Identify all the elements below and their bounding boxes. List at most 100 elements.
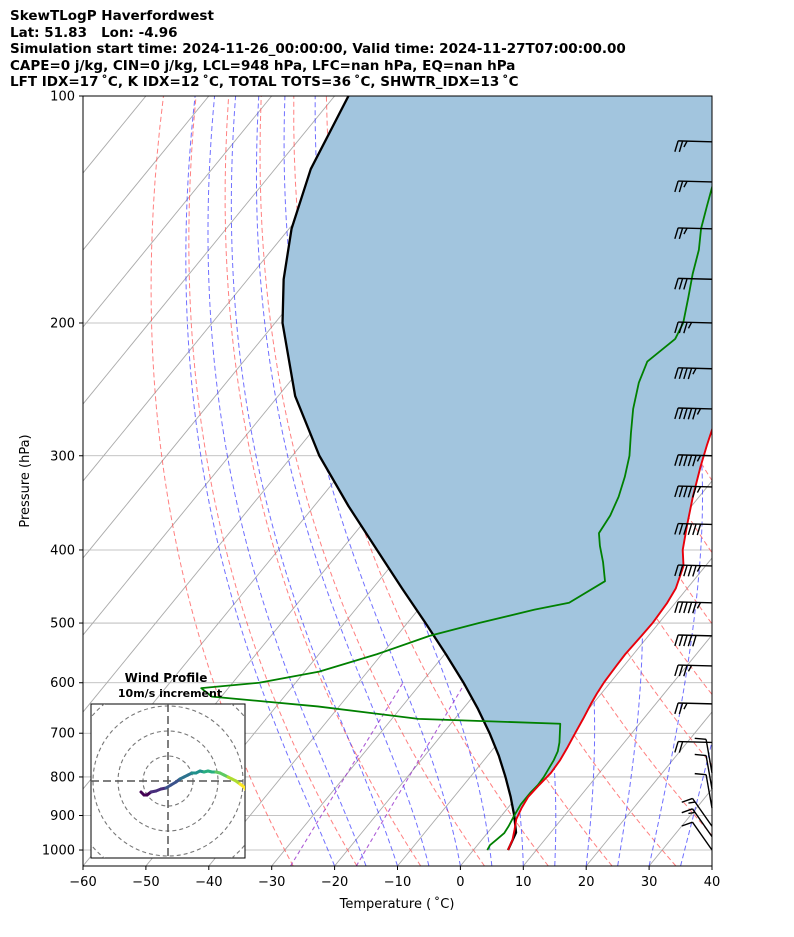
x-tick-label: −30	[258, 875, 285, 890]
wind-barb-flag	[683, 635, 688, 647]
wind-barb-flag	[683, 665, 688, 677]
wind-barb-staff	[678, 564, 713, 567]
wind-barb-flag	[687, 635, 693, 647]
wind-barb-staff	[678, 740, 713, 744]
isotherm-line	[83, 96, 84, 97]
wind-barb	[681, 797, 713, 827]
wind-barb	[681, 808, 713, 838]
wind-barb-staff	[691, 808, 713, 838]
wind-barb-staff	[678, 702, 713, 705]
wind-barb-flag	[683, 523, 688, 535]
wind-barb-flag	[687, 523, 693, 535]
wind-barb	[674, 664, 713, 677]
y-tick-label: 100	[50, 90, 75, 105]
wind-barb-flag	[674, 407, 679, 420]
wind-barb-staff	[691, 821, 713, 851]
wind-barb-flag	[674, 523, 679, 535]
wind-barb-flag	[678, 664, 684, 677]
hodograph: Wind Profile 10m/s increment	[90, 671, 246, 859]
hodograph-title: Wind Profile	[125, 671, 208, 685]
wind-barb-flag	[687, 602, 693, 614]
wind-barb-flag	[683, 322, 688, 334]
wind-barb-flag	[674, 227, 679, 239]
wind-barb	[674, 454, 713, 467]
wind-barb	[674, 740, 713, 753]
wind-barb-staff	[678, 180, 713, 183]
chart-title: SkewTLogP Haverfordwest	[10, 8, 214, 24]
wind-barb-flag	[687, 322, 693, 329]
wind-barb-flag	[678, 180, 684, 193]
wind-barb-flag	[674, 664, 679, 677]
wind-barb-flag	[678, 741, 684, 753]
y-axis-label: Pressure (hPa)	[18, 434, 33, 527]
wind-barb-staff	[678, 664, 713, 667]
wind-barb	[681, 821, 713, 851]
y-tick-label: 600	[50, 676, 75, 691]
wind-barb-flag	[678, 367, 684, 380]
wind-barb-flag	[692, 486, 697, 498]
x-tick-label: 10	[515, 875, 532, 890]
wind-barb-flag	[674, 278, 679, 290]
wind-barb-flag	[683, 486, 688, 498]
wind-barb-flag	[674, 741, 679, 753]
wind-barb-flag	[692, 523, 697, 536]
wind-barb-staff	[678, 454, 713, 457]
wind-barb-flag	[683, 702, 688, 710]
wind-barb	[674, 407, 713, 420]
wind-barb-staff	[678, 601, 713, 604]
wind-barb-flag	[678, 278, 684, 290]
wind-barb	[674, 277, 713, 290]
wind-barb-staff	[678, 485, 713, 488]
wind-barb-flag	[678, 485, 684, 498]
wind-barb-staff	[678, 407, 713, 410]
wind-barb-flag	[692, 408, 697, 420]
wind-barb-flag	[688, 801, 696, 804]
moist-adiabat	[185, 96, 336, 866]
cape-shading	[282, 96, 712, 851]
title-block: SkewTLogP Haverfordwest Lat: 51.83 Lon: …	[10, 8, 790, 91]
wind-barb-flag	[681, 797, 693, 803]
wind-barb-flag	[687, 408, 693, 420]
wind-barb-flag	[678, 702, 684, 715]
wind-barb-flag	[688, 811, 696, 815]
wind-barb	[674, 367, 713, 380]
isotherm-line	[83, 96, 210, 251]
wind-barb-flag	[696, 602, 702, 609]
hodograph-trace-segment	[242, 785, 245, 792]
y-tick-label: 900	[50, 809, 75, 824]
moist-adiabat	[711, 864, 712, 866]
wind-barb-flag	[683, 601, 688, 614]
wind-barb-flag	[674, 564, 679, 577]
mixing-ratio-line	[290, 682, 404, 866]
wind-barb-flag	[694, 772, 707, 776]
wind-barb-flag	[678, 454, 684, 467]
x-tick-label: 20	[578, 875, 595, 890]
wind-barb-flag	[678, 227, 684, 240]
wind-barb	[674, 227, 713, 240]
x-tick-label: −60	[69, 875, 96, 890]
isotherm-line	[522, 634, 712, 866]
dry-adiabat	[782, 96, 794, 866]
wind-barb-flag	[678, 634, 684, 647]
wind-barb-flag	[687, 565, 693, 577]
wind-barb	[694, 737, 713, 773]
indices-line: LFT IDX=17 ˚C, K IDX=12 ˚C, TOTAL TOTS=3…	[10, 74, 519, 91]
wind-barb-flag	[674, 367, 679, 379]
wind-barb-staff	[678, 321, 713, 324]
wind-barb-staff	[691, 798, 713, 827]
wind-barb-flag	[692, 368, 697, 375]
x-tick-label: −50	[132, 875, 159, 890]
wind-barb-flag	[692, 455, 697, 467]
wind-barb-flag	[696, 408, 702, 415]
parcel-profile-line	[281, 96, 518, 851]
parcel-temperature-shading	[282, 96, 712, 851]
wind-barb	[674, 485, 713, 498]
hodograph-plot	[91, 704, 245, 858]
wind-barb	[674, 180, 713, 193]
y-tick-label: 200	[50, 316, 75, 331]
wind-barb-flag	[683, 454, 688, 467]
wind-barb-flag	[678, 322, 684, 334]
wind-barb-flag	[692, 602, 697, 614]
